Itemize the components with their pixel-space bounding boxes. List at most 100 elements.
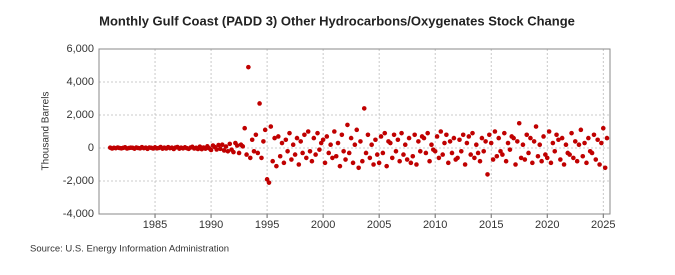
point (531, 139, 537, 144)
point (354, 127, 360, 133)
point (578, 127, 584, 133)
point (600, 125, 606, 131)
point (487, 132, 492, 138)
point (515, 139, 520, 144)
point (221, 148, 227, 153)
point (436, 155, 442, 161)
point (290, 142, 296, 147)
point (249, 137, 255, 143)
point (496, 135, 502, 141)
point (472, 155, 477, 161)
point (337, 163, 343, 169)
point (253, 132, 259, 138)
point (530, 160, 535, 166)
point (298, 139, 304, 144)
source: Source: U.S. Energy Information Administ… (30, 244, 229, 255)
point (522, 157, 528, 162)
point (358, 139, 363, 144)
point (485, 172, 490, 177)
point (410, 153, 416, 159)
point (444, 132, 449, 138)
point (219, 142, 225, 147)
point (550, 140, 556, 146)
point (382, 130, 388, 136)
y-axis-label: Thousand Barrels (41, 92, 52, 171)
point (533, 124, 539, 129)
point (556, 137, 561, 143)
point (345, 122, 350, 128)
point (406, 135, 412, 141)
x-tick-label: 2015 (479, 219, 503, 231)
point (457, 137, 462, 143)
point (427, 158, 432, 164)
point (563, 142, 569, 147)
point (309, 158, 315, 164)
point (365, 132, 371, 138)
point (343, 157, 348, 162)
point (425, 130, 430, 136)
point (520, 142, 526, 147)
point (599, 140, 604, 146)
point (558, 157, 563, 162)
x-tick-label: 2010 (423, 219, 447, 231)
x-tick-label: 2000 (311, 219, 335, 231)
point (401, 152, 406, 157)
point (330, 155, 335, 161)
point (494, 153, 500, 159)
x-tick-label: 2020 (535, 219, 559, 231)
point (270, 158, 275, 164)
point (414, 162, 419, 167)
point (503, 158, 509, 164)
point (470, 130, 475, 136)
point (511, 135, 516, 141)
point (274, 163, 279, 169)
point (574, 158, 580, 164)
point (402, 142, 408, 147)
point (541, 134, 546, 139)
point (597, 162, 602, 167)
point (505, 140, 511, 146)
point (559, 135, 565, 141)
point (429, 142, 434, 147)
point (367, 155, 373, 161)
point (389, 155, 395, 161)
point (569, 130, 574, 136)
point (332, 129, 337, 134)
point (292, 152, 298, 157)
point (266, 180, 272, 185)
point (218, 146, 223, 152)
point (277, 153, 283, 159)
point (244, 152, 249, 157)
point (335, 140, 341, 146)
point (225, 149, 231, 154)
point (360, 158, 365, 164)
point (272, 135, 277, 141)
point (408, 160, 414, 166)
point (234, 143, 240, 148)
point (374, 152, 380, 157)
point (421, 135, 427, 141)
y-tick-label: 2,000 (66, 109, 94, 121)
y-tick-label: 4,000 (66, 76, 94, 88)
point (582, 140, 587, 146)
x-tick-label: 2025 (591, 219, 615, 231)
point (477, 158, 483, 164)
point (490, 157, 496, 162)
point (378, 134, 384, 139)
point (348, 135, 354, 141)
point (460, 132, 466, 138)
point (447, 139, 453, 144)
x-tick-label: 1990 (199, 219, 223, 231)
point (537, 142, 543, 147)
point (393, 149, 399, 154)
point (604, 135, 610, 141)
point (287, 130, 292, 136)
point (481, 149, 487, 154)
point (423, 150, 429, 156)
point (279, 140, 285, 146)
point (255, 150, 261, 156)
y-tick-label: -2,000 (63, 175, 94, 187)
point (356, 165, 361, 171)
point (317, 147, 322, 152)
point (416, 139, 421, 144)
